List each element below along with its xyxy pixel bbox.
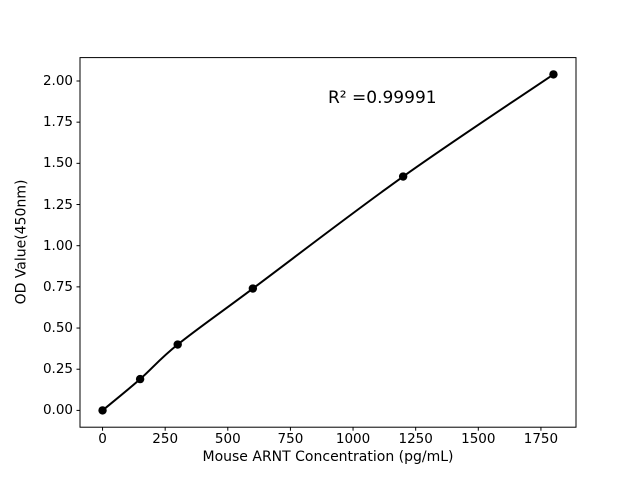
data-point: [549, 70, 558, 79]
x-tick-label: 250: [152, 431, 179, 447]
x-tick-label: 1500: [461, 431, 496, 447]
data-point: [398, 172, 408, 181]
y-tick-label: 0.75: [42, 278, 73, 295]
y-axis-label: OD Value(450nm): [13, 179, 30, 305]
standard-curve-line: [101, 73, 555, 412]
y-tick-label: 0.25: [42, 361, 73, 378]
x-axis-label: Mouse ARNT Concentration (pg/mL): [202, 449, 454, 465]
x-tick-label: 500: [214, 431, 241, 447]
y-tick-label: 0.00: [42, 402, 73, 419]
data-point: [98, 406, 107, 415]
x-tick-label: 750: [277, 431, 304, 447]
x-tick-label: 1250: [398, 431, 433, 447]
y-tick-label: 0.50: [42, 320, 73, 337]
y-tick-label: 1.25: [42, 196, 73, 213]
data-point: [173, 340, 182, 349]
axes-spines: [79, 57, 577, 428]
x-tick-label: 0: [98, 431, 107, 447]
y-tick-label: 1.50: [42, 155, 73, 172]
data-point: [135, 374, 145, 384]
x-tick-label: 1000: [335, 431, 371, 447]
y-tick-label: 2.00: [42, 72, 73, 89]
y-tick-label: 1.00: [42, 237, 73, 254]
y-tick-label: 1.75: [42, 114, 73, 131]
r-squared-annotation: R² =0.99991: [328, 88, 437, 109]
x-tick-label: 1750: [523, 431, 559, 447]
data-point: [248, 284, 258, 293]
